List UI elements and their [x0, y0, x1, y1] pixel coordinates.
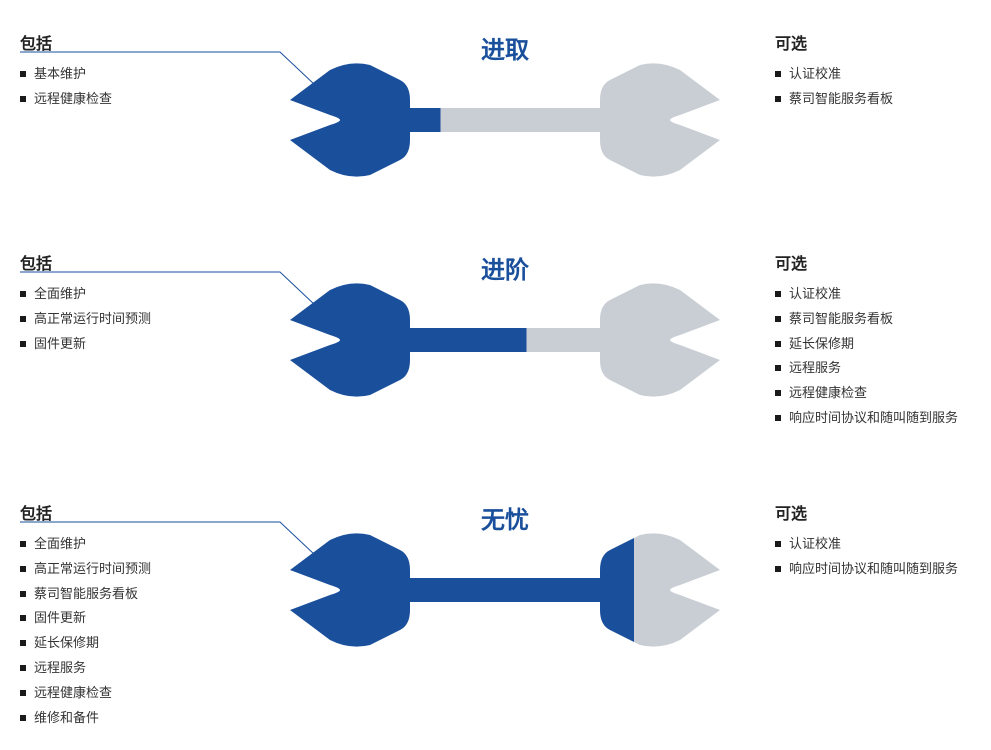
list-item: 远程健康检查: [20, 683, 260, 704]
list-item: 认证校准: [775, 64, 985, 85]
list-item: 响应时间协议和随叫随到服务: [775, 559, 985, 580]
callout-line: [0, 30, 700, 170]
optional-list: 认证校准蔡司智能服务看板: [775, 64, 985, 110]
callout-line: [0, 500, 700, 640]
list-item: 维修和备件: [20, 708, 260, 729]
optional-heading: 可选: [775, 30, 985, 54]
list-item: 认证校准: [775, 534, 985, 555]
list-item: 响应时间协议和随叫随到服务: [775, 408, 985, 429]
list-item: 蔡司智能服务看板: [775, 89, 985, 110]
optional-column: 可选认证校准蔡司智能服务看板: [775, 30, 985, 114]
list-item: 延长保修期: [775, 334, 985, 355]
list-item: 认证校准: [775, 284, 985, 305]
list-item: 蔡司智能服务看板: [775, 309, 985, 330]
optional-heading: 可选: [775, 500, 985, 524]
callout-line: [0, 250, 700, 390]
optional-list: 认证校准蔡司智能服务看板延长保修期远程服务远程健康检查响应时间协议和随叫随到服务: [775, 284, 985, 429]
list-item: 远程服务: [775, 358, 985, 379]
optional-list: 认证校准响应时间协议和随叫随到服务: [775, 534, 985, 580]
optional-column: 可选认证校准蔡司智能服务看板延长保修期远程服务远程健康检查响应时间协议和随叫随到…: [775, 250, 985, 433]
optional-heading: 可选: [775, 250, 985, 274]
list-item: 远程服务: [20, 658, 260, 679]
optional-column: 可选认证校准响应时间协议和随叫随到服务: [775, 500, 985, 584]
list-item: 远程健康检查: [775, 383, 985, 404]
